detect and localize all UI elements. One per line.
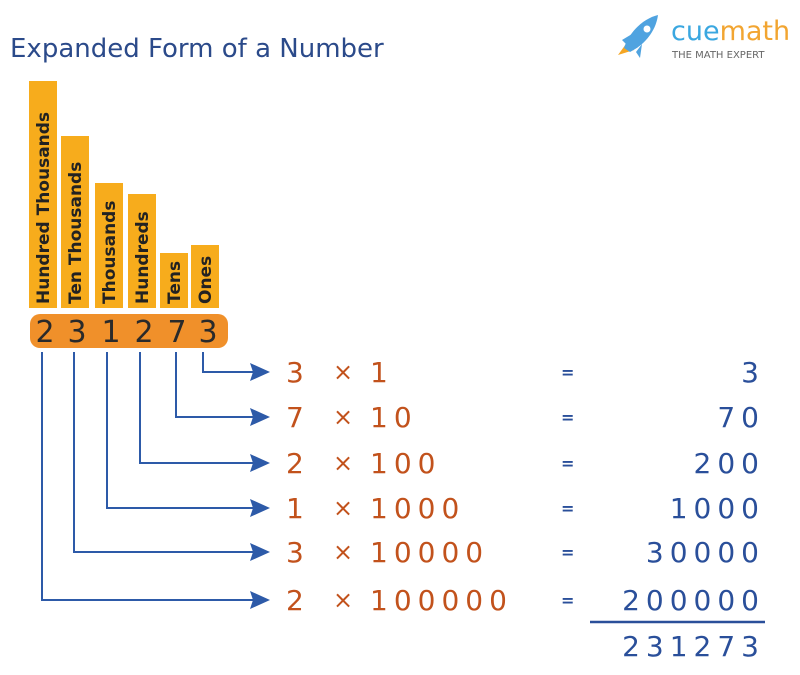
place-value-bars: Hundred Thousands Ten Thousands Thousands H… — [29, 81, 219, 308]
number-digit: 7 — [167, 315, 186, 350]
place-value-label: Thousands — [100, 201, 120, 304]
row-result: 3 — [741, 356, 765, 389]
row-result: 200000 — [622, 584, 765, 617]
row-digit: 2 — [286, 447, 310, 480]
place-value-bar — [191, 245, 219, 308]
rocket-icon — [618, 15, 658, 58]
row-digit: 1 — [286, 492, 310, 525]
total-value: 231273 — [622, 630, 765, 663]
row-result: 30000 — [646, 536, 765, 569]
connector-line — [202, 352, 258, 373]
row-multiplier: 100000 — [370, 584, 513, 617]
diagram-title: Expanded Form of a Number — [10, 34, 384, 64]
row-result: 70 — [717, 401, 765, 434]
equals-sign: = — [561, 363, 574, 382]
logo-brand-math: math — [720, 16, 791, 47]
equals-sign: = — [561, 543, 574, 562]
expansion-row: 7 × 10 = 70 — [286, 401, 765, 434]
arrowhead-icon — [250, 591, 270, 609]
number-pill — [30, 314, 228, 348]
expansion-row: 1 × 1000 = 1000 — [286, 492, 765, 525]
row-multiplier: 1000 — [370, 492, 465, 525]
place-value-bar — [160, 253, 188, 308]
row-digit: 3 — [286, 356, 310, 389]
place-value-bar — [128, 194, 156, 308]
times-sign: × — [333, 449, 353, 477]
row-result: 1000 — [670, 492, 765, 525]
number-digit: 3 — [198, 315, 217, 350]
row-multiplier: 10 — [370, 401, 418, 434]
expansion-row: 3 × 10000 = 30000 — [286, 536, 765, 569]
equals-sign: = — [561, 454, 574, 473]
expansion-row: 2 × 100000 = 200000 — [286, 584, 765, 617]
equals-sign: = — [561, 591, 574, 610]
connector-line — [139, 352, 258, 464]
times-sign: × — [333, 494, 353, 522]
row-result: 200 — [694, 447, 765, 480]
row-digit: 3 — [286, 536, 310, 569]
connector-line — [41, 352, 258, 601]
row-multiplier: 10000 — [370, 536, 489, 569]
place-value-label: Hundreds — [133, 211, 153, 304]
times-sign: × — [333, 538, 353, 566]
row-multiplier: 100 — [370, 447, 441, 480]
times-sign: × — [333, 586, 353, 614]
logo-tagline: THE MATH EXPERT — [671, 50, 765, 61]
place-value-label: Tens — [165, 261, 185, 304]
number-digit: 2 — [35, 315, 54, 350]
connector-line — [106, 352, 258, 509]
arrowhead-icon — [250, 408, 270, 426]
arrowhead-icon — [250, 543, 270, 561]
place-value-bar — [95, 183, 123, 308]
place-value-bar — [29, 81, 57, 308]
row-digit: 7 — [286, 401, 310, 434]
place-value-label: Hundred Thousands — [34, 112, 54, 304]
expansion-rows: 3 × 1 = 3 7 × 10 = 70 2 × 100 = 200 1 × 1000 = 1000 3 × 10000 =… — [286, 356, 765, 617]
logo-brand-cue: cue — [671, 16, 720, 47]
place-value-label: Ones — [196, 256, 216, 304]
times-sign: × — [333, 403, 353, 431]
arrowhead-icon — [250, 454, 270, 472]
connector-line — [175, 352, 258, 418]
cuemath-logo: cuemath THE MATH EXPERT — [618, 15, 790, 61]
number-digit: 3 — [67, 315, 86, 350]
expansion-row: 3 × 1 = 3 — [286, 356, 765, 389]
connector-line — [73, 352, 258, 553]
equals-sign: = — [561, 408, 574, 427]
arrowhead-icon — [250, 499, 270, 517]
row-multiplier: 1 — [370, 356, 394, 389]
times-sign: × — [333, 358, 353, 386]
place-value-bar — [61, 136, 89, 308]
svg-text:cuemath: cuemath — [671, 16, 790, 47]
arrowhead-icon — [250, 363, 270, 381]
number-digit: 1 — [101, 315, 120, 350]
row-digit: 2 — [286, 584, 310, 617]
place-value-label: Ten Thousands — [66, 162, 86, 304]
connector-arrows — [41, 352, 270, 609]
number-digit: 2 — [134, 315, 153, 350]
expansion-row: 2 × 100 = 200 — [286, 447, 765, 480]
equals-sign: = — [561, 499, 574, 518]
